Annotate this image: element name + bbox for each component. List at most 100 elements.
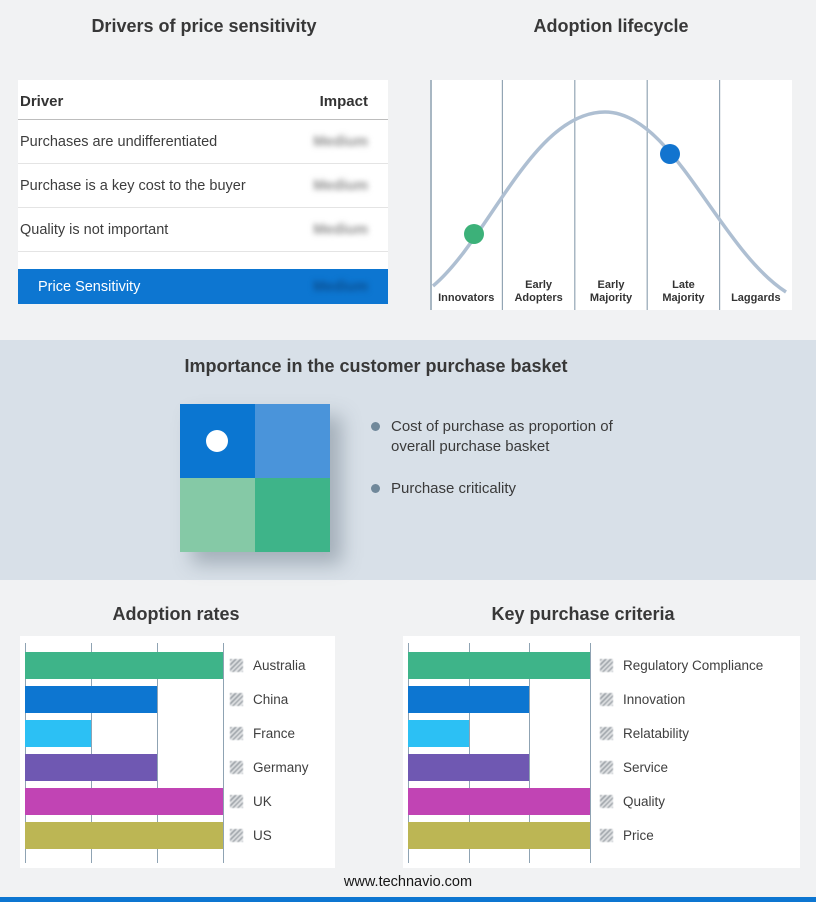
bar-china bbox=[25, 686, 157, 713]
matrix-position-dot bbox=[206, 430, 228, 452]
importance-section-title: Importance in the customer purchase bask… bbox=[184, 356, 568, 376]
legend-swatch-icon bbox=[600, 693, 613, 706]
lifecycle-curve-svg bbox=[430, 80, 787, 310]
adoption-rates-chart: Australia China France Germany UK US bbox=[20, 636, 335, 868]
legend-swatch-icon bbox=[600, 727, 613, 740]
driver-row-purchase-is-a-key-cost-to-the-: Purchase is a key cost to the buyer Mediu… bbox=[18, 164, 388, 208]
importance-bullet: Cost of purchase as proportion of overal… bbox=[371, 417, 633, 457]
bar-row-regulatory-compliance bbox=[408, 652, 590, 679]
stage-label-early-majority: Early Majority bbox=[589, 279, 633, 305]
adoption-lifecycle-chart: Innovators Early Adopters Early Majority La… bbox=[430, 80, 792, 310]
legend-swatch-icon bbox=[600, 761, 613, 774]
legend-swatch-icon bbox=[230, 727, 243, 740]
price-sensitivity-label: Price Sensitivity bbox=[38, 278, 141, 295]
bell-curve bbox=[431, 110, 787, 294]
matrix-bottom-left bbox=[180, 478, 255, 552]
bar-row-uk bbox=[25, 788, 223, 815]
driver-row-purchases-are-undifferentiated: Purchases are undifferentiated Medium bbox=[18, 120, 388, 164]
matrix-bottom-right bbox=[255, 478, 330, 552]
column-header-driver: Driver bbox=[20, 93, 64, 110]
legend-label: Germany bbox=[253, 760, 309, 775]
matrix-top-right bbox=[255, 404, 330, 478]
key-purchase-criteria-plot bbox=[408, 643, 591, 863]
legend-item-uk: UK bbox=[230, 788, 330, 815]
price-sensitivity-row: Price Sensitivity Medium bbox=[18, 269, 388, 304]
legend-item-france: France bbox=[230, 720, 330, 747]
axis-gridline bbox=[529, 643, 531, 863]
stage-label-innovators: Innovators bbox=[438, 292, 495, 305]
late-stage-marker-icon bbox=[660, 144, 680, 164]
importance-bullet: Purchase criticality bbox=[371, 479, 633, 499]
bar-row-innovation bbox=[408, 686, 590, 713]
bar-regulatory-compliance bbox=[408, 652, 590, 679]
early-stage-marker-icon bbox=[464, 224, 484, 244]
bullet-text: Purchase criticality bbox=[391, 479, 517, 497]
driver-row-quality-is-not-important: Quality is not important Medium bbox=[18, 208, 388, 252]
axis-gridline bbox=[223, 643, 224, 863]
legend-label: France bbox=[253, 726, 296, 741]
legend-label: US bbox=[253, 828, 272, 843]
bar-row-australia bbox=[25, 652, 223, 679]
bar-relatability bbox=[408, 720, 469, 747]
purchase-basket-matrix bbox=[180, 404, 330, 552]
bar-row-us bbox=[25, 822, 223, 849]
driver-name: Quality is not important bbox=[20, 221, 169, 238]
bar-price bbox=[408, 822, 590, 849]
axis-gridline bbox=[408, 643, 409, 863]
bullet-dot-icon bbox=[371, 422, 380, 431]
legend-swatch-icon bbox=[230, 795, 243, 808]
stage-label-early-adopters: Early Adopters bbox=[514, 279, 563, 305]
bar-france bbox=[25, 720, 91, 747]
price-sensitivity-impact-value: Medium bbox=[313, 278, 368, 295]
bar-germany bbox=[25, 754, 157, 781]
bar-row-france bbox=[25, 720, 223, 747]
importance-band bbox=[0, 340, 816, 580]
driver-name: Purchases are undifferentiated bbox=[20, 133, 218, 150]
legend-label: Relatability bbox=[623, 726, 690, 741]
bar-row-service bbox=[408, 754, 590, 781]
bar-uk bbox=[25, 788, 223, 815]
bullet-dot-icon bbox=[371, 483, 380, 493]
legend-item-innovation: Innovation bbox=[600, 686, 795, 713]
impact-value: Medium bbox=[313, 177, 368, 194]
bottom-accent-bar bbox=[0, 897, 816, 902]
stage-label-late-majority: Late Majority bbox=[662, 279, 705, 305]
legend-item-australia: Australia bbox=[230, 652, 330, 679]
legend-label: Price bbox=[623, 828, 654, 843]
importance-bullet-list: Cost of purchase as proportion of overal… bbox=[371, 417, 633, 520]
bar-row-price bbox=[408, 822, 590, 849]
drivers-table-header: Driver Impact bbox=[18, 80, 388, 120]
bar-australia bbox=[25, 652, 223, 679]
driver-name: Purchase is a key cost to the buyer bbox=[20, 177, 246, 194]
legend-swatch-icon bbox=[230, 829, 243, 842]
lifecycle-stage-labels: Innovators Early Adopters Early Majority La… bbox=[430, 279, 792, 305]
bar-quality bbox=[408, 788, 590, 815]
bar-service bbox=[408, 754, 530, 781]
bar-row-quality bbox=[408, 788, 590, 815]
legend-swatch-icon bbox=[600, 659, 613, 672]
axis-gridline bbox=[90, 643, 92, 863]
axis-gridline bbox=[590, 643, 591, 863]
legend-label: UK bbox=[253, 794, 272, 809]
legend-item-china: China bbox=[230, 686, 330, 713]
bullet-text: Cost of purchase as proportion of overal… bbox=[391, 418, 613, 455]
legend-item-quality: Quality bbox=[600, 788, 795, 815]
key-purchase-criteria-chart: Regulatory Compliance Innovation Relatabil… bbox=[403, 636, 800, 868]
axis-gridline bbox=[156, 643, 158, 863]
bar-us bbox=[25, 822, 223, 849]
drivers-table-body: Purchases are undifferentiated Medium Purc… bbox=[18, 120, 388, 252]
legend-label: Innovation bbox=[623, 692, 686, 707]
legend-label: Quality bbox=[623, 794, 666, 809]
legend-label: Regulatory Compliance bbox=[623, 658, 764, 673]
bars-group bbox=[25, 652, 223, 849]
legend-item-regulatory-compliance: Regulatory Compliance bbox=[600, 652, 795, 679]
legend-swatch-icon bbox=[600, 795, 613, 808]
legend-swatch-icon bbox=[230, 693, 243, 706]
bar-row-relatability bbox=[408, 720, 590, 747]
bar-row-germany bbox=[25, 754, 223, 781]
legend-item-germany: Germany bbox=[230, 754, 330, 781]
axis-gridline bbox=[468, 643, 470, 863]
matrix-top-left bbox=[180, 404, 255, 478]
bar-innovation bbox=[408, 686, 530, 713]
